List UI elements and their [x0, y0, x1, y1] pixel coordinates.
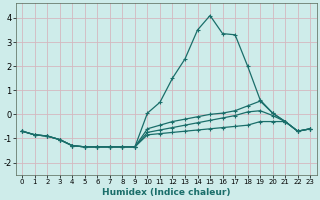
X-axis label: Humidex (Indice chaleur): Humidex (Indice chaleur) [102, 188, 230, 197]
